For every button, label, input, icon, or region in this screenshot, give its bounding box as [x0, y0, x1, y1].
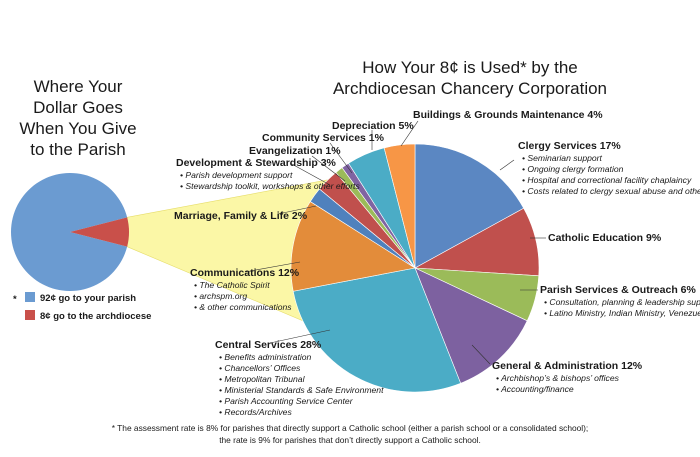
- label-central-services-28-detail: • Ministerial Standards & Safe Environme…: [219, 385, 384, 395]
- label-development-stewardship-3-leader: [289, 162, 331, 186]
- label-development-stewardship-3: Development & Stewardship 3%: [176, 157, 337, 169]
- label-clergy-services-17: Clergy Services 17%: [518, 140, 621, 152]
- left-title-line-2: Dollar Goes: [33, 98, 123, 117]
- right-title: How Your 8¢ is Used* by the Archdiocesan…: [333, 58, 607, 98]
- pie-slice-buildings-grounds-maintenance-4: [383, 143, 416, 269]
- label-community-services-1: Community Services 1%: [262, 132, 385, 144]
- label-evangelization-1: Evangelization 1%: [249, 145, 341, 157]
- left-title: Where Your Dollar Goes When You Give to …: [19, 77, 136, 159]
- label-general-administration-12-detail: • Accounting/finance: [496, 384, 574, 394]
- label-parish-services-outreach-6-detail: • Consultation, planning & leadership su…: [544, 297, 700, 307]
- label-communications-12-detail: • archspm.org: [194, 291, 247, 301]
- label-buildings-grounds-maintenance-4-leader: [400, 120, 419, 147]
- legend-swatch-parish: [25, 292, 35, 302]
- label-communications-12-detail: • The Catholic Spirit: [194, 280, 270, 290]
- label-evangelization-1-leader: [311, 155, 346, 182]
- label-community-services-1-leader: [329, 142, 353, 174]
- footnote-line-2: the rate is 9% for parishes that don’t d…: [219, 435, 481, 445]
- left-legend: * 92¢ go to your parish 8¢ go to the arc…: [13, 292, 151, 322]
- label-parish-services-outreach-6-detail: • Latino Ministry, Indian Ministry, Vene…: [544, 308, 700, 318]
- label-clergy-services-17-detail: • Hospital and correctional facility cha…: [522, 175, 692, 185]
- label-development-stewardship-3-detail: • Parish development support: [180, 170, 293, 180]
- footnote: * The assessment rate is 8% for parishes…: [112, 423, 589, 445]
- label-catholic-education-9: Catholic Education 9%: [548, 232, 662, 244]
- label-communications-12-leader: [244, 261, 301, 273]
- slice-labels: Clergy Services 17%• Seminarian support•…: [174, 109, 700, 417]
- right-title-line-1: How Your 8¢ is Used* by the: [362, 58, 577, 77]
- left-title-line-3: When You Give: [19, 119, 136, 138]
- label-communications-12: Communications 12%: [190, 267, 300, 279]
- right-title-line-2: Archdiocesan Chancery Corporation: [333, 79, 607, 98]
- label-clergy-services-17-detail: • Costs related to clergy sexual abuse a…: [522, 186, 700, 196]
- parish-dollar-pie: [11, 173, 130, 292]
- pie-slice-general-administration-12: [414, 267, 528, 384]
- pie-slice-parish: [11, 173, 128, 292]
- label-central-services-28-detail: • Parish Accounting Service Center: [219, 396, 354, 406]
- label-communications-12-detail: • & other communications: [194, 302, 292, 312]
- pie-slice-clergy-services-17: [414, 143, 525, 269]
- label-general-administration-12-detail: • Archbishop’s & bishops’ offices: [496, 373, 620, 383]
- left-title-line-1: Where Your: [34, 77, 123, 96]
- label-clergy-services-17-detail: • Seminarian support: [522, 153, 603, 163]
- label-central-services-28-detail: • Records/Archives: [219, 407, 292, 417]
- left-title-line-4: to the Parish: [30, 140, 125, 159]
- label-central-services-28-detail: • Chancellors’ Offices: [219, 363, 301, 373]
- footnote-line-1: * The assessment rate is 8% for parishes…: [112, 423, 589, 433]
- pie-slice-communications-12: [290, 201, 416, 292]
- chancery-usage-pie: [290, 143, 540, 393]
- label-general-administration-12: General & Administration 12%: [492, 360, 643, 372]
- label-clergy-services-17-leader: [499, 159, 515, 171]
- label-central-services-28-detail: • Metropolitan Tribunal: [219, 374, 306, 384]
- label-clergy-services-17-detail: • Ongoing clergy formation: [522, 164, 624, 174]
- label-central-services-28: Central Services 28%: [215, 339, 322, 351]
- pie-slice-central-services-28: [292, 267, 462, 393]
- label-general-administration-12-leader: [471, 344, 491, 365]
- legend-label-archdiocese: 8¢ go to the archdiocese: [40, 311, 151, 322]
- legend-label-parish: 92¢ go to your parish: [40, 293, 136, 304]
- label-central-services-28-detail: • Benefits administration: [219, 352, 312, 362]
- pie-slice-archdiocese: [70, 217, 130, 247]
- label-marriage-family-life-2: Marriage, Family & Life 2%: [174, 210, 308, 222]
- legend-asterisk: *: [13, 294, 17, 305]
- label-parish-services-outreach-6: Parish Services & Outreach 6%: [540, 284, 696, 296]
- label-depreciation-5: Depreciation 5%: [332, 120, 414, 132]
- label-marriage-family-life-2-leader: [277, 205, 317, 215]
- label-central-services-28-leader: [269, 329, 331, 344]
- legend-swatch-archdiocese: [25, 310, 35, 320]
- label-development-stewardship-3-detail: • Stewardship toolkit, workshops & other…: [180, 181, 360, 191]
- label-buildings-grounds-maintenance-4: Buildings & Grounds Maintenance 4%: [413, 109, 603, 121]
